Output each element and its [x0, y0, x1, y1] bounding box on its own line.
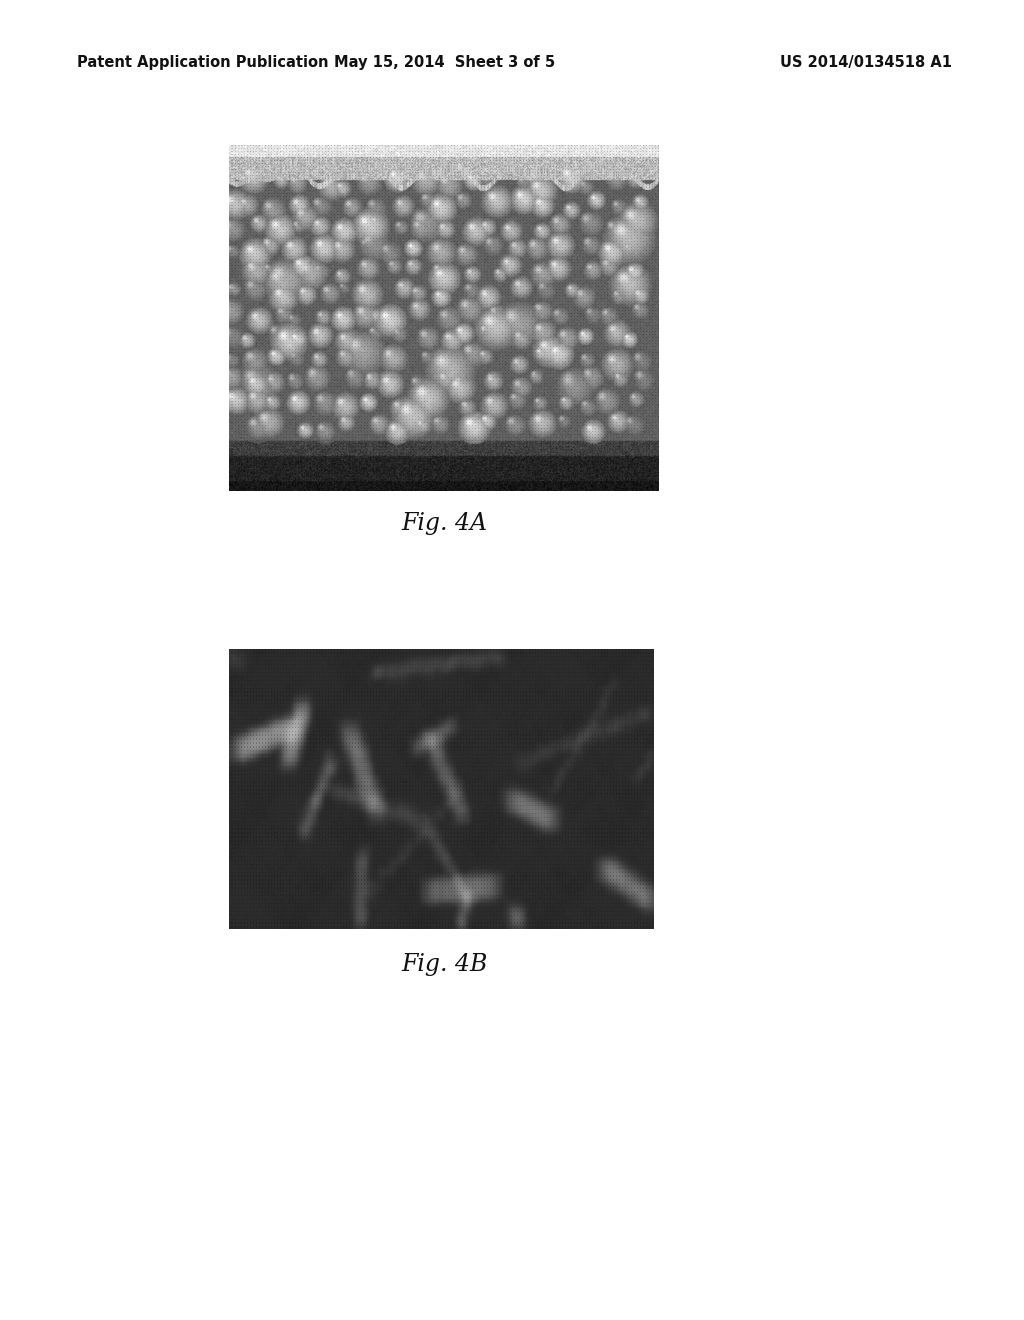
Text: Patent Application Publication: Patent Application Publication — [77, 55, 329, 70]
Text: May 15, 2014  Sheet 3 of 5: May 15, 2014 Sheet 3 of 5 — [334, 55, 555, 70]
Text: Fig. 4A: Fig. 4A — [401, 512, 487, 535]
Text: Fig. 4B: Fig. 4B — [401, 953, 487, 975]
Text: US 2014/0134518 A1: US 2014/0134518 A1 — [780, 55, 952, 70]
